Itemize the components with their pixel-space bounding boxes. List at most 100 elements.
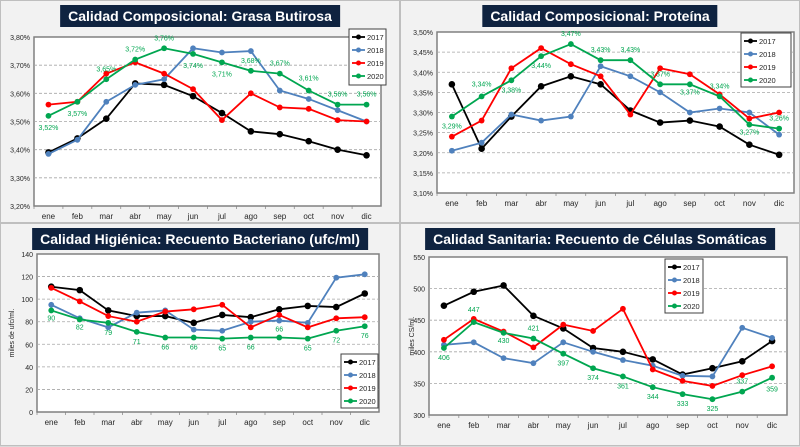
series-line-2020: [443, 321, 773, 401]
data-point-2019: [597, 73, 604, 80]
data-point-2018: [597, 63, 604, 70]
x-tick-label: jul: [217, 212, 226, 221]
data-point-2020: [276, 334, 283, 341]
legend-label-2018: 2018: [359, 371, 376, 380]
data-point-2019: [45, 101, 52, 108]
legend-label-2020: 2020: [759, 76, 776, 85]
data-label-2020: 3,56%: [357, 92, 377, 99]
data-point-2019: [190, 306, 197, 313]
series-line-2020: [451, 43, 780, 130]
data-label-2020: 3,43%: [620, 47, 640, 54]
data-point-2020: [478, 93, 485, 100]
data-point-2018: [500, 355, 507, 362]
series-line-2018: [48, 47, 367, 155]
y-tick-label: 3,80%: [10, 35, 30, 42]
data-point-2017: [189, 92, 197, 100]
y-tick-label: 3,30%: [413, 111, 433, 118]
data-label-2020: 3,29%: [442, 124, 462, 131]
chart-protein: 3,10% 3,15% 3,20% 3,25% 3,30% 3,35% 3,40% 3,45%…: [413, 30, 795, 208]
data-point-2019: [478, 117, 485, 124]
series-line-2019: [443, 307, 773, 387]
panel-somatic: 300 350 400 450 500 550 ene feb mar abr may jun jul a…: [400, 223, 800, 446]
data-point-2019: [76, 298, 83, 305]
data-point-2017: [161, 312, 169, 320]
data-point-2018: [105, 324, 112, 331]
data-label-2020: 66: [190, 345, 198, 352]
data-point-2017: [160, 81, 168, 89]
data-point-2019: [305, 105, 312, 112]
chart-title-somatic: Calidad Sanitaria: Recuento de Células S…: [425, 228, 775, 250]
data-point-2019: [219, 117, 225, 123]
data-point-2020: [276, 70, 283, 77]
data-point-2019: [334, 117, 341, 123]
data-point-2019: [219, 301, 226, 308]
data-label-2020: 3,57%: [67, 111, 87, 118]
x-tick-label: sep: [683, 199, 696, 208]
data-label-2020: 82: [76, 324, 84, 331]
data-point-2020: [657, 81, 664, 88]
legend-marker-2018: [348, 372, 353, 378]
legend-marker-2020: [356, 73, 361, 79]
data-point-2020: [679, 391, 686, 398]
data-label-2020: 65: [218, 346, 226, 353]
data-label-2020: 71: [133, 339, 141, 346]
data-label-2020: 430: [498, 338, 510, 345]
data-label-2020: 3,67%: [270, 61, 290, 68]
legend-label-2018: 2018: [367, 46, 384, 55]
data-point-2017: [304, 302, 312, 310]
data-point-2020: [247, 334, 254, 341]
data-point-2020: [219, 59, 225, 66]
chart-title-protein: Calidad Composicional: Proteína: [482, 5, 718, 27]
data-point-2018: [247, 318, 254, 325]
data-point-2018: [247, 48, 254, 54]
data-point-2018: [560, 339, 567, 346]
data-point-2019: [538, 45, 545, 51]
data-point-2018: [716, 105, 723, 112]
data-point-2017: [619, 348, 627, 356]
data-point-2017: [332, 303, 340, 311]
data-label-2020: 421: [528, 326, 540, 333]
data-point-2019: [276, 104, 283, 111]
x-tick-label: may: [157, 212, 172, 221]
legend-marker-2019: [672, 290, 677, 296]
y-tick-label: 0: [29, 410, 33, 417]
data-label-2020: 72: [332, 338, 340, 345]
x-tick-label: oct: [303, 212, 314, 221]
legend-marker-2018: [672, 277, 677, 283]
data-point-2017: [448, 81, 456, 88]
data-point-2020: [739, 388, 746, 395]
y-tick-label: 350: [413, 381, 425, 388]
data-point-2020: [538, 53, 545, 60]
data-label-2020: 3,34%: [710, 83, 730, 90]
legend-marker-2020: [748, 77, 753, 83]
data-point-2019: [769, 363, 775, 370]
data-point-2020: [333, 327, 340, 334]
data-point-2017: [104, 307, 112, 314]
data-point-2020: [133, 328, 140, 335]
data-point-2017: [775, 151, 783, 159]
series-line-2017: [51, 285, 366, 324]
y-tick-label: 450: [413, 318, 425, 325]
x-tick-label: jun: [187, 418, 199, 427]
x-tick-label: feb: [72, 212, 84, 221]
data-point-2020: [686, 81, 693, 88]
data-point-2019: [304, 324, 311, 331]
data-point-2019: [133, 318, 140, 325]
x-tick-label: dic: [767, 421, 777, 430]
plot-area: [436, 31, 795, 194]
data-point-2020: [448, 113, 455, 120]
data-point-2019: [361, 314, 368, 321]
legend-label-2017: 2017: [367, 33, 384, 42]
y-tick-label: 3,15%: [413, 171, 433, 178]
y-tick-label: 3,20%: [10, 204, 30, 211]
data-point-2019: [567, 61, 574, 68]
legend-label-2019: 2019: [359, 384, 376, 393]
data-point-2019: [190, 86, 196, 93]
data-point-2020: [590, 365, 596, 372]
data-point-2017: [649, 356, 657, 363]
data-point-2019: [333, 315, 340, 322]
series-line-2017: [451, 75, 780, 156]
data-label-2020: 3,72%: [125, 47, 145, 54]
data-label-2020: 3,26%: [769, 116, 789, 123]
legend-marker-2017: [672, 264, 677, 270]
